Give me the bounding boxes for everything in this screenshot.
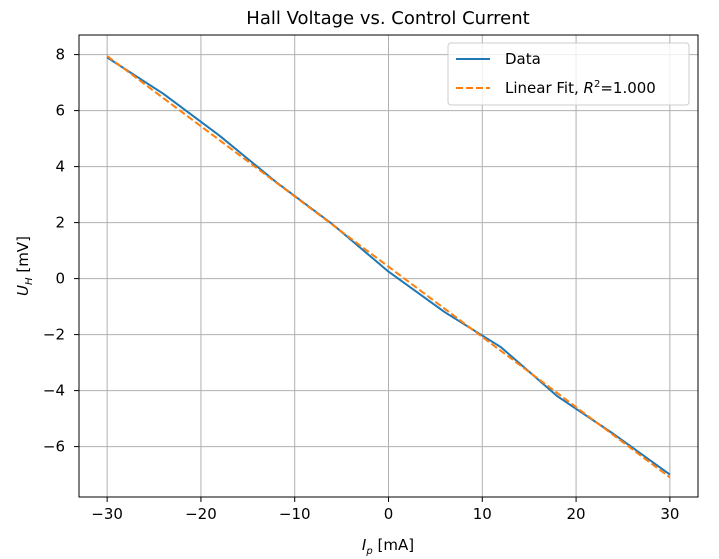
x-tick-label: 20: [567, 505, 586, 523]
y-tick-label: 8: [55, 46, 65, 64]
x-tick-label: 0: [384, 505, 394, 523]
x-axis-label: Ip [mA]: [362, 536, 414, 557]
y-tick-label: −6: [43, 438, 65, 456]
y-tick-label: −4: [43, 382, 65, 400]
legend: Data Linear Fit, R2=1.000: [447, 42, 690, 106]
y-tick-label: 0: [55, 270, 65, 288]
x-tick-label: −10: [279, 505, 311, 523]
y-tick-label: 4: [55, 158, 65, 176]
x-tick-label: −20: [185, 505, 217, 523]
legend-box: [447, 42, 690, 106]
plot-series: [106, 55, 671, 479]
legend-label-fit: Linear Fit, R2=1.000: [505, 79, 656, 97]
y-tick-label: 2: [55, 214, 65, 232]
x-tick-label: 30: [660, 505, 679, 523]
y-tick-label: −2: [43, 326, 65, 344]
x-tick-label: −30: [91, 505, 123, 523]
chart-title: Hall Voltage vs. Control Current: [246, 8, 529, 29]
grid: [79, 35, 698, 497]
legend-label-data: Data: [505, 50, 541, 68]
linear-fit-line: [106, 55, 671, 479]
y-axis-label: UH [mV]: [14, 236, 35, 296]
data-series-line: [106, 56, 671, 476]
y-tick-label: 6: [55, 102, 65, 120]
x-tick-label: 10: [473, 505, 492, 523]
